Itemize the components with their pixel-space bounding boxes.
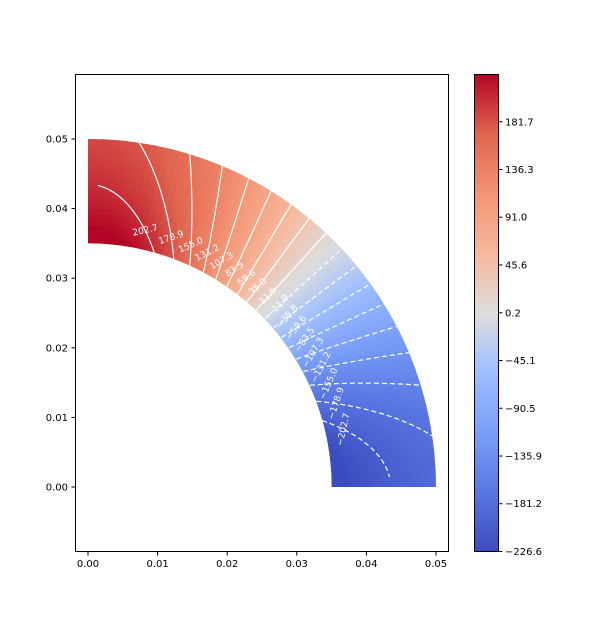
colorbar [474, 74, 499, 552]
y-tick-label: 0.01 [46, 413, 68, 424]
x-tick-label: 0.01 [146, 559, 168, 570]
x-axis: 0.00 0.01 0.02 0.03 0.04 0.05 [77, 551, 447, 570]
plot-frame [75, 74, 449, 552]
colorbar-tick-label: −90.5 [505, 404, 536, 415]
contour-line [308, 400, 436, 442]
x-tick-label: 0.02 [216, 559, 238, 570]
y-axis: 0.00 0.01 0.02 0.03 0.04 0.05 [46, 135, 76, 494]
x-tick-label: 0.00 [77, 559, 99, 570]
contour-line [288, 323, 404, 363]
contour-fill-cell [267, 300, 279, 312]
colorbar-tick-label: −45.1 [505, 356, 536, 367]
y-tick-label: 0.00 [46, 483, 68, 494]
contour-line [281, 300, 391, 352]
y-tick-label: 0.02 [46, 343, 68, 354]
contour-line [258, 243, 348, 325]
contour-line [232, 198, 296, 301]
y-tick-label: 0.05 [46, 135, 68, 146]
contour-line [133, 139, 175, 267]
contour-line [201, 158, 225, 280]
colorbar-tick-label: 0.2 [505, 308, 521, 319]
contour-fill-cell [259, 292, 271, 304]
colorbar-tick-label: −135.9 [505, 452, 542, 463]
x-tick-label: 0.03 [286, 559, 308, 570]
colorbar-ticks: −226.6 −181.2 −135.9 −90.5 −45.1 0.2 45.6 91.0 1… [498, 117, 542, 558]
contour-line [212, 171, 252, 287]
colorbar-tick-label: 181.7 [505, 117, 534, 128]
y-tick-label: 0.03 [46, 274, 68, 285]
contour-line [250, 227, 332, 317]
contour-fill [88, 139, 436, 487]
colorbar-tick-label: 45.6 [505, 261, 527, 272]
x-tick-label: 0.04 [355, 559, 377, 570]
contour-line [223, 184, 275, 294]
colorbar-tick-label: −226.6 [505, 547, 542, 558]
contour-line [188, 146, 193, 274]
colorbar-tick-label: 136.3 [505, 165, 534, 176]
contour-line [97, 184, 158, 261]
contour-line [266, 261, 363, 333]
contour-line [301, 382, 429, 387]
colorbar-tick-label: −181.2 [505, 499, 542, 510]
contour-line [274, 279, 377, 343]
contour-line [295, 350, 417, 374]
y-tick-label: 0.04 [46, 204, 68, 215]
contour-fill-cell [255, 288, 267, 300]
contour-fill-cell [263, 296, 275, 308]
contour-line [242, 212, 314, 309]
colorbar-tick-label: 91.0 [505, 213, 527, 224]
contour-fill-cell [275, 308, 287, 320]
contour-lines [97, 139, 436, 478]
contour-fill-cell [88, 139, 98, 145]
x-tick-label: 0.05 [425, 559, 447, 570]
contour-line [314, 417, 391, 478]
contour-fill-cell [271, 304, 283, 316]
